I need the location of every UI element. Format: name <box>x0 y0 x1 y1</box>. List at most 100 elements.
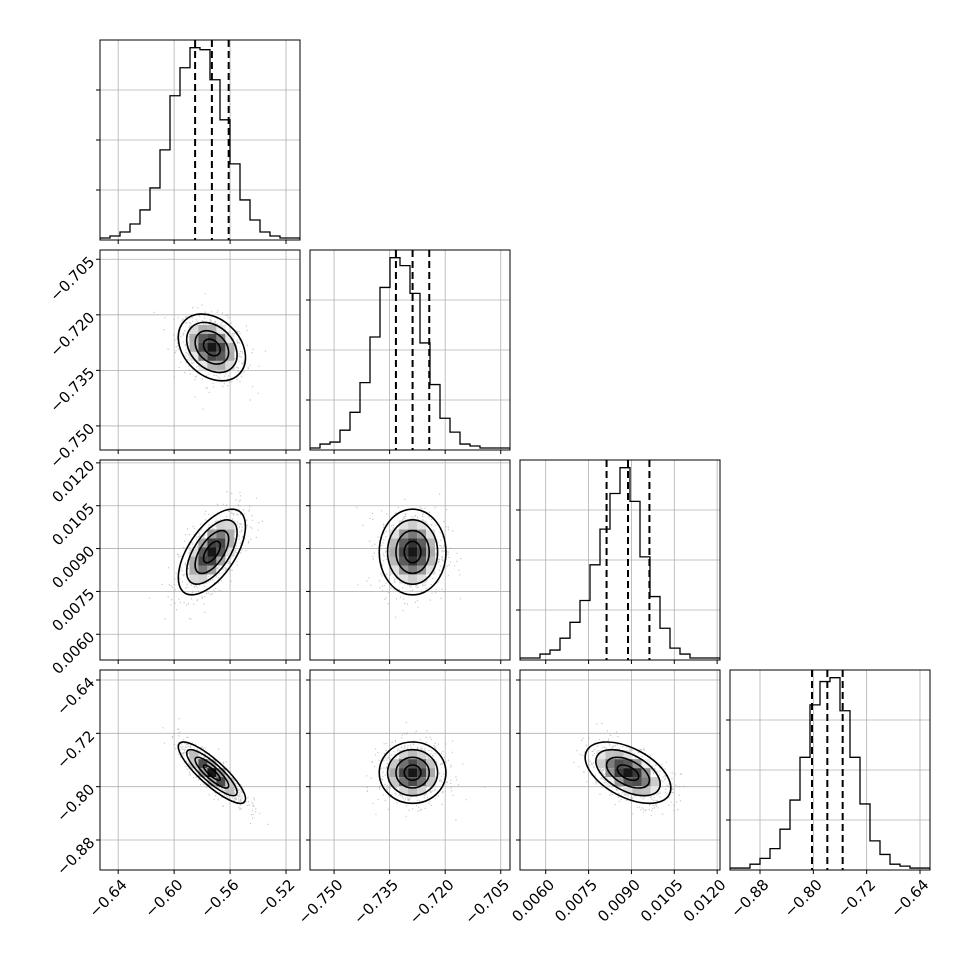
contour-level-2 <box>185 519 238 585</box>
density-cell <box>596 759 606 769</box>
x-tick-label: −0.72 <box>834 876 879 921</box>
density-cell <box>426 565 436 575</box>
panel-frame <box>729 669 931 871</box>
contour-level-2 <box>185 321 238 374</box>
density-cell <box>189 759 199 769</box>
density-cell <box>623 768 633 778</box>
density-cell <box>216 360 226 370</box>
contour-level-1 <box>194 529 230 575</box>
density-cell <box>390 529 400 539</box>
density-cell <box>605 759 615 769</box>
panel-frame <box>99 39 301 241</box>
density-cell <box>408 547 418 557</box>
density-cell <box>426 556 436 566</box>
contour-level-2 <box>595 748 661 797</box>
density-cell <box>216 538 226 548</box>
density-cell <box>207 351 217 361</box>
density-cell <box>390 538 400 548</box>
density-cell <box>650 777 660 787</box>
scatter-points <box>356 493 462 618</box>
contour-level-1 <box>605 756 651 789</box>
density-cell <box>189 556 199 566</box>
density-cell <box>426 538 436 548</box>
x-tick-label: −0.52 <box>253 876 298 921</box>
contour-level-0 <box>202 338 222 357</box>
density-cell <box>408 768 418 778</box>
density-cell <box>189 750 199 760</box>
density-cell <box>198 759 208 769</box>
y-tick-label: 0.0060 <box>49 628 99 678</box>
density-cell <box>605 750 615 760</box>
density-cell <box>417 759 427 769</box>
scatter-panel-1-2 <box>306 459 511 664</box>
histogram-panel-2 <box>516 459 721 664</box>
scatter-layer <box>162 718 269 825</box>
y-tick-label: −0.80 <box>53 780 98 825</box>
density-cell <box>207 768 217 778</box>
density-cell <box>207 342 217 352</box>
panel-frame <box>99 249 301 451</box>
histogram-panel-0 <box>96 39 301 244</box>
density-cell <box>207 547 217 557</box>
density-cell <box>189 547 199 557</box>
density-cell <box>632 777 642 787</box>
x-tick-label: 0.0090 <box>594 876 644 926</box>
density-cell <box>390 759 400 769</box>
panel-frame <box>309 669 511 871</box>
x-tick-label: −0.705 <box>461 876 513 928</box>
y-tick-label: 0.0090 <box>49 542 99 592</box>
x-tick-label: −0.80 <box>781 876 826 921</box>
density-cell <box>605 777 615 787</box>
density-cell <box>198 324 208 334</box>
density-cell <box>225 520 235 530</box>
scatter-layer <box>148 491 263 620</box>
density-cell <box>623 759 633 769</box>
density-cell <box>216 547 226 557</box>
density-cell <box>426 759 436 769</box>
density-cell <box>216 333 226 343</box>
y-tick-label: −0.705 <box>46 253 98 305</box>
density-cell <box>426 529 436 539</box>
x-tick-label: 0.0060 <box>508 876 558 926</box>
contour-level-2 <box>386 748 439 797</box>
y-tick-label: −0.720 <box>46 308 98 360</box>
contour-level-1 <box>395 756 431 789</box>
density-cell <box>399 750 409 760</box>
density-cell <box>216 351 226 361</box>
density-cell <box>216 556 226 566</box>
density-cell <box>408 759 418 769</box>
density-cell <box>632 786 642 796</box>
density-cell <box>216 520 226 530</box>
density-cell <box>650 786 660 796</box>
contour-level-3 <box>378 741 447 805</box>
x-tick-label: −0.720 <box>406 876 458 928</box>
density-cell <box>417 538 427 548</box>
density-cell <box>225 333 235 343</box>
density-cell <box>207 360 217 370</box>
x-tick-label: −0.735 <box>350 876 402 928</box>
density-cell <box>408 777 418 787</box>
density-cell <box>408 556 418 566</box>
contour-level-2 <box>386 519 439 585</box>
density-cell <box>408 786 418 796</box>
density-cell <box>198 538 208 548</box>
density-cell <box>623 777 633 787</box>
y-tick-label: −0.88 <box>53 834 98 879</box>
y-tick-label: −0.72 <box>53 727 98 772</box>
density-cell <box>198 547 208 557</box>
x-tick-label: 0.0120 <box>680 876 730 926</box>
density-cell <box>390 556 400 566</box>
x-tick-label: 0.0105 <box>637 876 687 926</box>
density-cell <box>207 324 217 334</box>
density-cell <box>417 556 427 566</box>
density-cell <box>417 520 427 530</box>
x-tick-label: −0.64 <box>887 876 932 921</box>
contour-level-3 <box>177 313 247 382</box>
density-cell <box>216 342 226 352</box>
density-cell <box>390 777 400 787</box>
contour-level-0 <box>616 764 640 782</box>
x-tick-label: −0.88 <box>727 876 772 921</box>
density-cell <box>189 333 199 343</box>
density-cell <box>390 547 400 557</box>
contour-level-2 <box>185 748 238 797</box>
